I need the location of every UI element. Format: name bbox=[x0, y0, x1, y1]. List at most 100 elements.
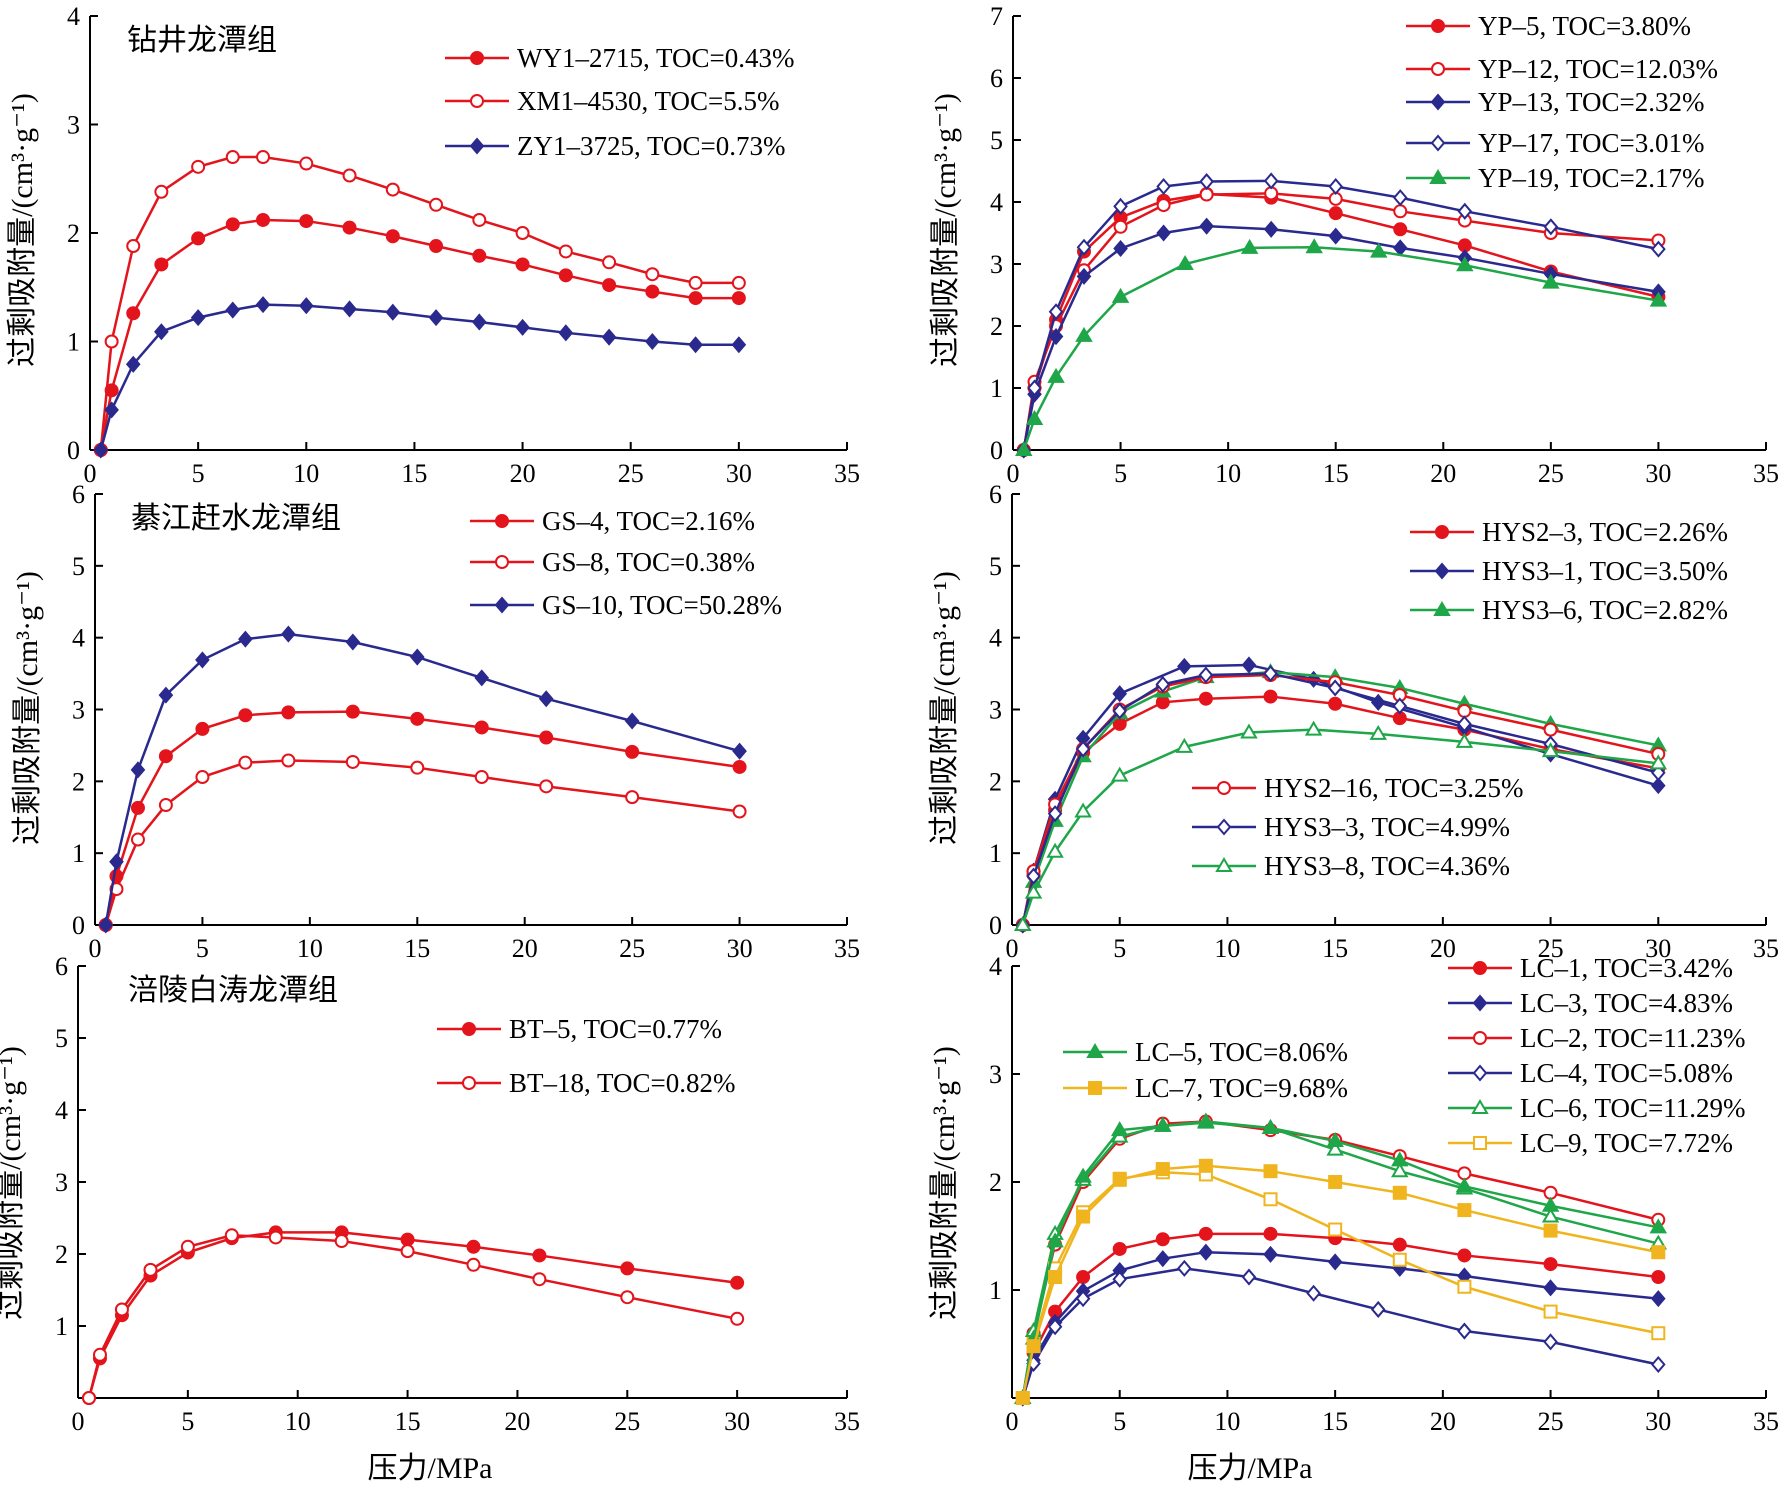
data-point bbox=[1392, 1252, 1407, 1267]
data-point bbox=[1155, 1162, 1170, 1177]
legend-entry: HYS3–3, TOC=4.99% bbox=[1192, 812, 1510, 842]
legend-marker bbox=[1430, 134, 1446, 152]
x-tick-label: 0 bbox=[72, 1407, 85, 1436]
data-point bbox=[1076, 267, 1092, 285]
x-tick-label: 30 bbox=[1645, 1407, 1671, 1436]
data-point bbox=[1177, 657, 1192, 675]
data-point bbox=[409, 648, 425, 666]
data-point bbox=[298, 297, 314, 315]
data-point bbox=[1112, 685, 1128, 703]
y-axis-label: 过剩吸附量/(cm³·g⁻¹) bbox=[0, 1046, 27, 1320]
y-tick-label: 1 bbox=[989, 839, 1002, 868]
series-line bbox=[1021, 1267, 1659, 1399]
data-point bbox=[225, 217, 240, 232]
data-point bbox=[195, 721, 210, 736]
series-line bbox=[1021, 1232, 1659, 1399]
x-tick-label: 15 bbox=[401, 459, 427, 488]
data-point bbox=[602, 255, 617, 270]
legend-marker bbox=[462, 1022, 476, 1036]
data-point bbox=[1370, 242, 1388, 258]
y-tick-label: 6 bbox=[990, 64, 1003, 93]
data-point bbox=[1199, 173, 1214, 191]
y-tick-label: 3 bbox=[55, 1168, 68, 1197]
x-tick-label: 5 bbox=[181, 1407, 194, 1436]
y-tick-label: 1 bbox=[990, 374, 1003, 403]
series-2 bbox=[98, 753, 747, 932]
legend-entry: HYS3–1, TOC=3.50% bbox=[1410, 556, 1728, 586]
data-point bbox=[429, 239, 444, 254]
x-tick-label: 25 bbox=[1538, 1407, 1564, 1436]
series-4 bbox=[1015, 1259, 1666, 1407]
data-point bbox=[1263, 1164, 1278, 1179]
x-tick-label: 5 bbox=[1114, 459, 1127, 488]
data-point bbox=[1457, 1248, 1472, 1263]
panel-title: 涪陵白涛龙潭组 bbox=[128, 974, 338, 1007]
data-point bbox=[224, 1228, 239, 1243]
data-point bbox=[1155, 1232, 1170, 1247]
data-point bbox=[104, 334, 119, 349]
data-point bbox=[1046, 842, 1064, 858]
data-point bbox=[1457, 1322, 1472, 1340]
legend-label: BT–18, TOC=0.82% bbox=[509, 1068, 736, 1098]
legend-marker bbox=[495, 514, 509, 528]
data-point bbox=[1651, 1326, 1666, 1341]
data-point bbox=[180, 1239, 195, 1254]
data-point bbox=[539, 779, 554, 794]
data-point bbox=[1455, 1177, 1474, 1193]
x-tick-label: 20 bbox=[1430, 1407, 1456, 1436]
series-line bbox=[1022, 246, 1659, 451]
series-line bbox=[99, 218, 739, 451]
legend-label: LC–9, TOC=7.72% bbox=[1520, 1128, 1733, 1158]
data-point bbox=[1328, 177, 1344, 196]
data-point bbox=[1155, 675, 1171, 693]
data-point bbox=[688, 336, 703, 354]
legend-label: HYS2–3, TOC=2.26% bbox=[1482, 517, 1728, 547]
legend-entry: LC–7, TOC=9.68% bbox=[1063, 1073, 1348, 1103]
legend-marker bbox=[1473, 1136, 1487, 1150]
data-point bbox=[1076, 1209, 1091, 1224]
data-point bbox=[1241, 656, 1257, 674]
x-tick-label: 30 bbox=[727, 934, 753, 963]
data-point bbox=[130, 800, 145, 815]
x-tick-label: 35 bbox=[1753, 1407, 1779, 1436]
data-point bbox=[1048, 303, 1064, 321]
data-point bbox=[1175, 737, 1194, 753]
y-tick-label: 4 bbox=[72, 624, 85, 653]
data-point bbox=[1025, 410, 1044, 425]
data-point bbox=[1027, 379, 1042, 397]
y-tick-label: 3 bbox=[72, 696, 85, 725]
data-point bbox=[1392, 1237, 1407, 1252]
x-tick-label: 30 bbox=[726, 459, 752, 488]
data-point bbox=[1015, 441, 1033, 456]
data-point bbox=[620, 1290, 635, 1305]
data-point bbox=[1455, 732, 1474, 748]
data-point bbox=[1113, 197, 1128, 215]
x-tick-label: 0 bbox=[84, 459, 97, 488]
y-tick-label: 7 bbox=[990, 2, 1003, 31]
x-tick-label: 5 bbox=[1113, 934, 1126, 963]
legend-entry: GS–4, TOC=2.16% bbox=[470, 506, 755, 536]
data-point bbox=[1649, 1218, 1668, 1234]
data-point bbox=[1326, 1140, 1344, 1156]
data-point bbox=[1391, 1162, 1409, 1178]
y-tick-label: 6 bbox=[989, 480, 1002, 509]
data-point bbox=[1198, 1158, 1213, 1173]
y-axis-label: 过剩吸附量/(cm³·g⁻¹) bbox=[11, 571, 44, 845]
data-point bbox=[1024, 883, 1043, 899]
chart-panel-5: 0 5 10 15 20 25 30 35 1 2 3 4 5 6 涪陵白涛龙潭组过剩吸附量/(cm³·g⁻… bbox=[0, 952, 860, 1436]
legend-entry: ZY1–3725, TOC=0.73% bbox=[445, 131, 785, 161]
legend-marker bbox=[1435, 525, 1449, 539]
x-tick-label: 5 bbox=[1113, 1407, 1126, 1436]
y-tick-label: 2 bbox=[989, 767, 1002, 796]
data-point bbox=[688, 275, 703, 290]
data-point bbox=[126, 239, 141, 254]
legend-entry: LC–9, TOC=7.72% bbox=[1448, 1128, 1733, 1158]
legend-marker bbox=[495, 555, 509, 569]
x-tick-label: 35 bbox=[1753, 459, 1779, 488]
data-point bbox=[625, 744, 640, 759]
legend-marker bbox=[1429, 169, 1447, 184]
series-line bbox=[1021, 728, 1659, 926]
series-6 bbox=[1015, 1165, 1666, 1405]
data-point bbox=[281, 625, 296, 643]
data-point bbox=[1261, 1119, 1280, 1134]
